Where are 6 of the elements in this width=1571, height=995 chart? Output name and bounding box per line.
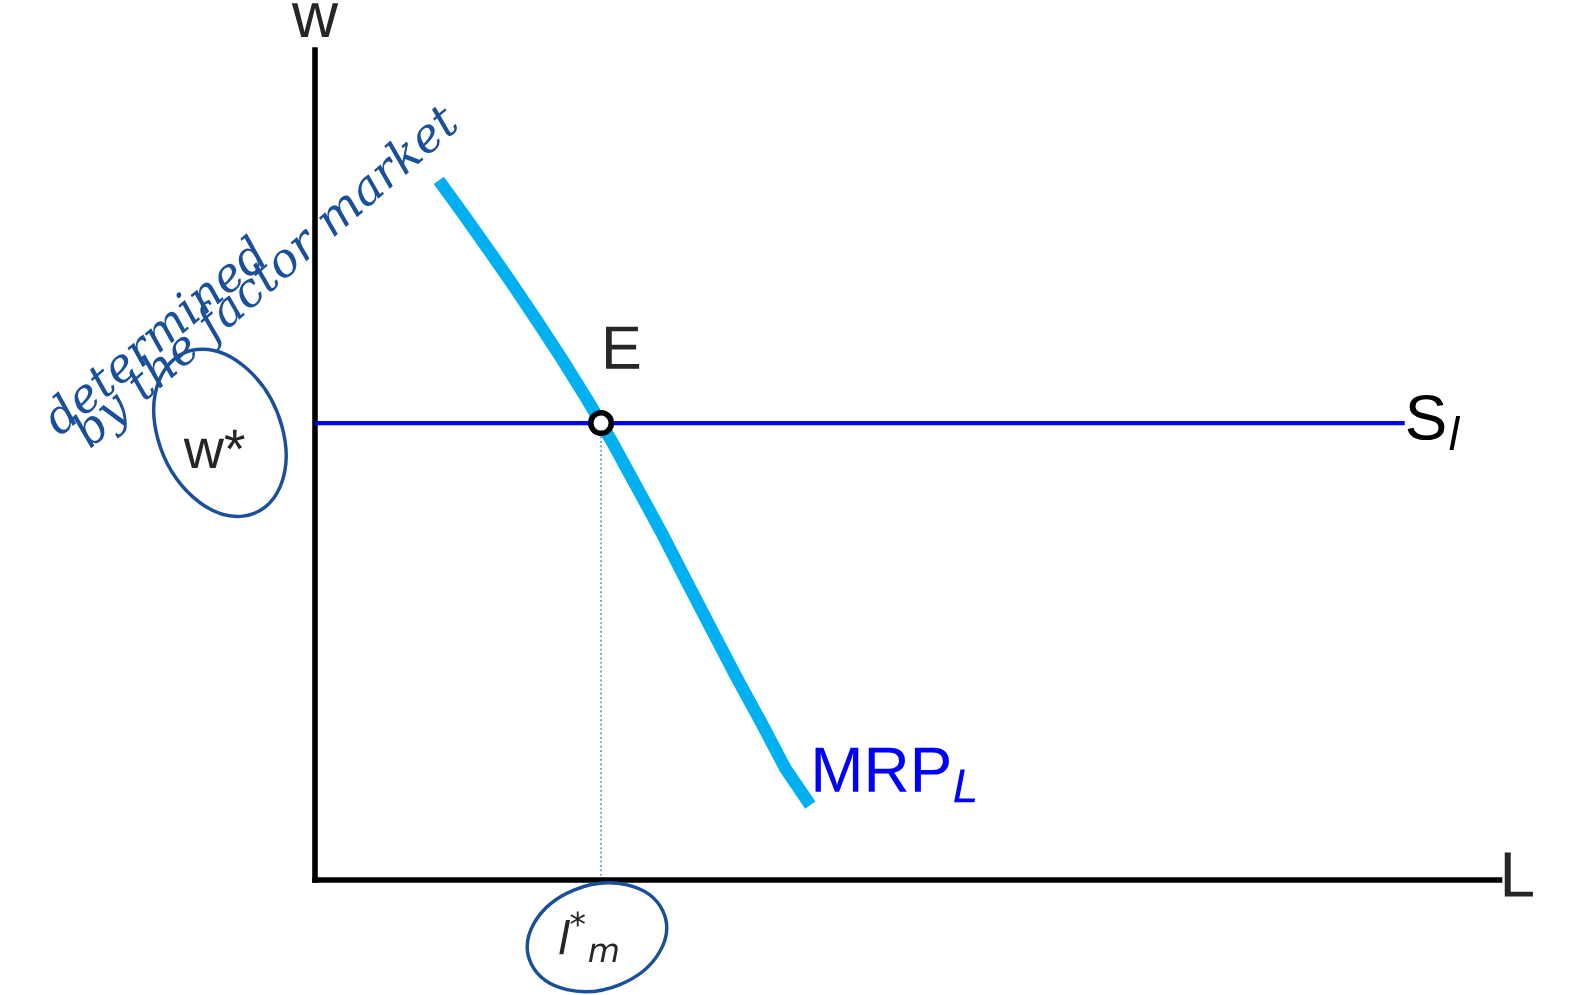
x-axis-title: L: [1504, 852, 1533, 897]
annotation: E: [606, 326, 640, 369]
y-axis-title: w: [291, 3, 339, 37]
series-label: MRP$_{L}$: [815, 747, 976, 803]
text: l$^{*}$$_{m}$: [559, 911, 618, 962]
series-label: S$_{l}$: [1407, 394, 1461, 450]
